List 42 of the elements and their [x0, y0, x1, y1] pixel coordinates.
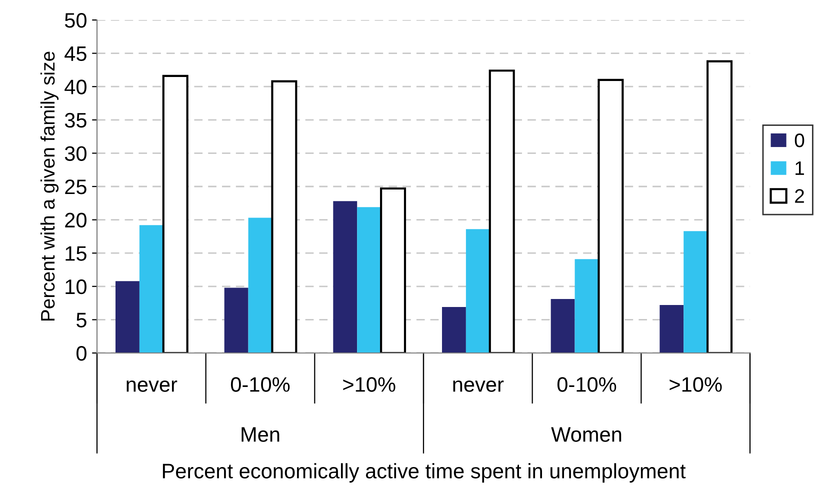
- bar: [224, 288, 248, 353]
- y-tick-label: 30: [64, 146, 86, 161]
- x-tick-label: never: [126, 380, 178, 392]
- bar: [162, 74, 188, 353]
- x-tick-label: >10%: [670, 377, 722, 392]
- bar: [139, 225, 164, 353]
- bar: [550, 299, 575, 353]
- y-tick-label: 10: [66, 279, 86, 294]
- x-tick-label: never: [453, 380, 504, 392]
- legend-label: 2: [795, 189, 804, 203]
- x-tick-label: >10%: [343, 377, 396, 392]
- y-tick-label: 35: [64, 112, 86, 128]
- bar: [706, 60, 733, 353]
- x-tick-label: 0-10%: [557, 377, 616, 392]
- text: Men: [242, 427, 280, 442]
- y-tick-label: 45: [64, 46, 86, 62]
- y-tick-label: 20: [65, 212, 86, 228]
- bar: [248, 218, 272, 353]
- bar: [380, 187, 406, 353]
- y-tick-label: 40: [64, 80, 86, 94]
- bar: [116, 281, 140, 353]
- bar: [488, 70, 515, 353]
- legend-label: 0: [794, 133, 804, 148]
- x-tick-label: 0-10%: [230, 377, 290, 392]
- x-axis-title: Percent economically active time spent in unemployment: [162, 463, 686, 483]
- bar: [466, 229, 490, 353]
- y-tick-label: 0: [76, 346, 86, 361]
- bar: [684, 231, 708, 353]
- bar: [660, 305, 684, 353]
- bar: [598, 78, 624, 353]
- y-axis-title: Percent with a given family size: [40, 52, 59, 321]
- bar: [574, 259, 599, 353]
- y-tick-label: 50: [64, 13, 86, 28]
- text: Women: [551, 427, 622, 442]
- y-tick-label: 5: [76, 312, 86, 328]
- y-tick-label: 15: [66, 246, 86, 261]
- bar: [333, 201, 358, 353]
- legend-label: 1: [796, 162, 804, 175]
- bar: [442, 307, 466, 353]
- bar: [357, 207, 382, 353]
- bar: [271, 80, 298, 353]
- y-tick-label: 25: [65, 180, 86, 194]
